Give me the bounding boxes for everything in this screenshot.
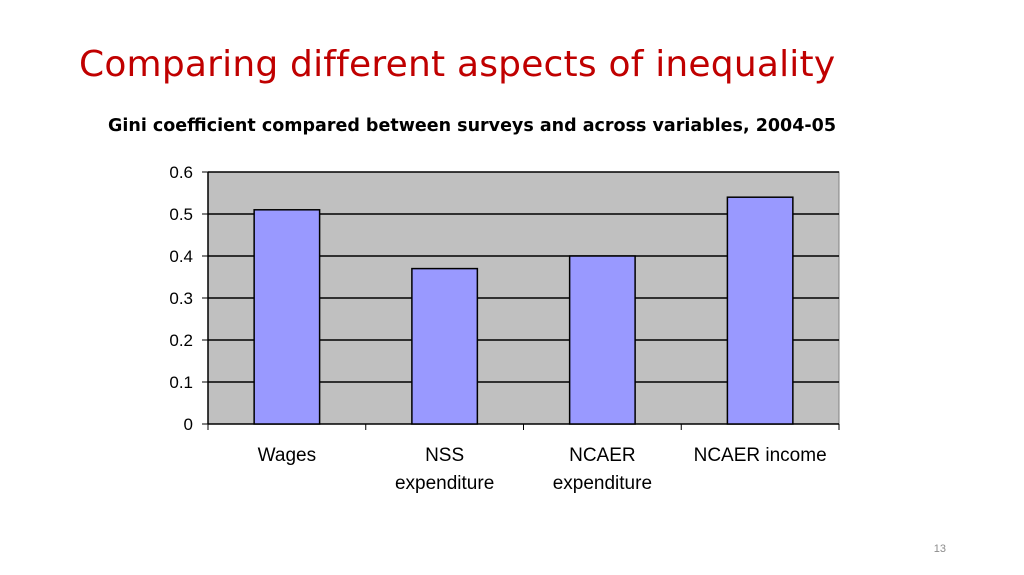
y-tick-label: 0.4 [169,247,193,266]
slide-number: 13 [933,543,946,555]
y-tick-label: 0.3 [169,289,193,308]
x-tick-label: NCAER income [694,445,827,466]
x-tick-label: Wages [258,445,316,466]
y-tick-label: 0.6 [169,163,193,182]
x-tick-label: NCAER expenditure [553,445,652,494]
y-tick-label: 0.2 [169,331,193,350]
chart-title: Gini coefficient compared between survey… [108,116,837,136]
bar-2 [411,267,479,425]
x-tick-label: NSS expenditure [395,445,494,494]
bar-1 [253,209,321,425]
y-tick-label: 0 [184,415,193,434]
slide-title: Comparing different aspects of inequalit… [79,44,836,85]
y-tick-label: 0.1 [169,373,193,392]
bar-3 [568,255,636,425]
bar-4 [726,196,794,425]
y-tick-label: 0.5 [169,205,193,224]
